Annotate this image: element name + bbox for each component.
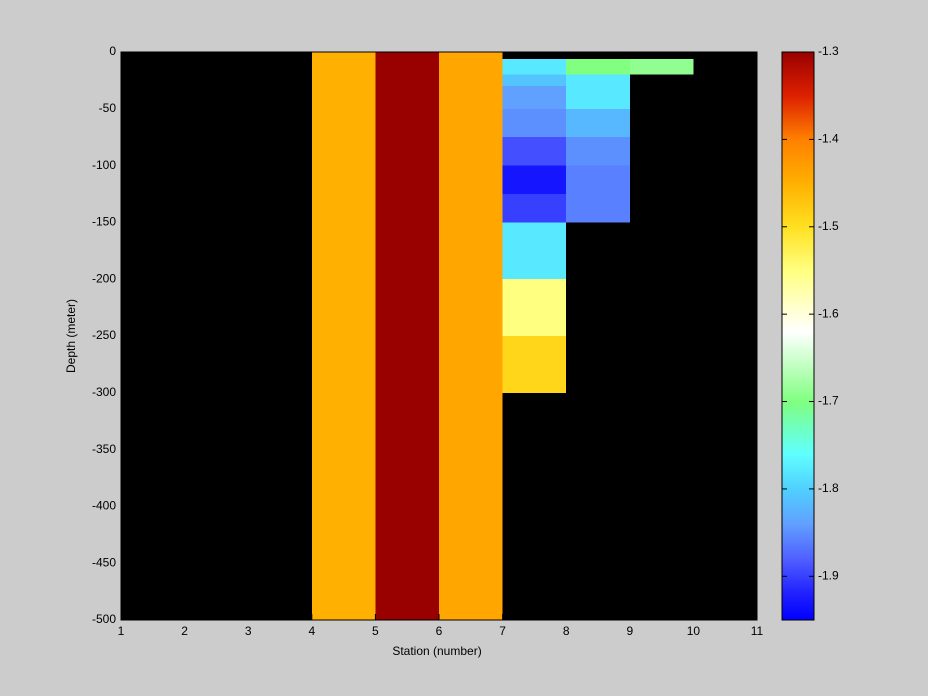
heatmap-cell bbox=[375, 165, 439, 194]
colorbar-tick-label: -1.8 bbox=[818, 481, 839, 495]
heatmap-cell bbox=[439, 108, 503, 138]
x-tick-label: 11 bbox=[751, 624, 764, 638]
y-tick-label: -200 bbox=[92, 271, 116, 285]
heatmap-cell bbox=[566, 86, 630, 109]
y-tick-label: -400 bbox=[92, 499, 116, 513]
heatmap-cell bbox=[439, 279, 503, 336]
y-tick-label: -450 bbox=[92, 555, 116, 569]
x-tick-label: 4 bbox=[308, 624, 315, 638]
heatmap-cell bbox=[439, 392, 503, 620]
heatmap-cell bbox=[375, 279, 439, 336]
heatmap-cell bbox=[375, 222, 439, 280]
heatmap-cell bbox=[502, 58, 567, 75]
heatmap-cell bbox=[502, 108, 567, 138]
heatmap-cell bbox=[502, 336, 567, 393]
heatmap-cell bbox=[566, 194, 630, 223]
heatmap-cell bbox=[375, 108, 439, 138]
heatmap-cell bbox=[629, 58, 694, 75]
heatmap-cell bbox=[439, 222, 503, 280]
heatmap-cell bbox=[375, 137, 439, 166]
x-tick-label: 1 bbox=[118, 624, 125, 638]
y-tick-label: -500 bbox=[92, 612, 116, 626]
heatmap-cell bbox=[311, 52, 376, 59]
heatmap-cell bbox=[375, 74, 439, 87]
y-tick-label: -100 bbox=[92, 158, 116, 172]
heatmap-cell bbox=[311, 137, 376, 166]
x-tick-label: 7 bbox=[499, 624, 506, 638]
x-tick-label: 2 bbox=[181, 624, 188, 638]
heatmap-cell bbox=[439, 194, 503, 223]
colorbar-tick-label: -1.6 bbox=[818, 306, 839, 320]
heatmap-cell bbox=[439, 52, 503, 59]
heatmap-cell bbox=[566, 108, 630, 138]
heatmap-cell bbox=[502, 279, 567, 336]
colorbar-tick-label: -1.7 bbox=[818, 394, 839, 408]
x-tick-label: 3 bbox=[245, 624, 252, 638]
colorbar bbox=[781, 51, 815, 621]
heatmap-cell bbox=[311, 86, 376, 109]
y-tick-label: -250 bbox=[92, 328, 116, 342]
colorbar-tick-label: -1.3 bbox=[818, 44, 839, 58]
heatmap-cell bbox=[502, 74, 567, 87]
heatmap-cell bbox=[375, 86, 439, 109]
heatmap-cell bbox=[375, 392, 439, 620]
heatmap-cell bbox=[566, 137, 630, 166]
heatmap-cell bbox=[566, 165, 630, 194]
x-tick-label: 10 bbox=[687, 624, 701, 638]
colorbar-tick-label: -1.5 bbox=[818, 219, 839, 233]
heatmap-cell bbox=[375, 194, 439, 223]
y-tick-label: -150 bbox=[92, 215, 116, 229]
heatmap-cell bbox=[375, 52, 439, 59]
x-tick-label: 5 bbox=[372, 624, 379, 638]
heatmap-cell bbox=[311, 58, 376, 75]
heatmap-cell bbox=[439, 86, 503, 109]
heatmap-cell bbox=[375, 58, 439, 75]
y-tick-label: 0 bbox=[109, 44, 116, 58]
heatmap-cell bbox=[311, 108, 376, 138]
heatmap-cell bbox=[311, 222, 376, 280]
heatmap-cell bbox=[311, 336, 376, 393]
heatmap-cell bbox=[311, 165, 376, 194]
heatmap-cell bbox=[439, 74, 503, 87]
heatmap-cell bbox=[502, 194, 567, 223]
heatmap-cell bbox=[502, 86, 567, 109]
x-tick-label: 8 bbox=[563, 624, 570, 638]
x-tick-label: 6 bbox=[436, 624, 443, 638]
heatmap-cell bbox=[502, 137, 567, 166]
heatmap-cell bbox=[311, 392, 376, 620]
x-axis-label: Station (number) bbox=[392, 644, 481, 658]
heatmap-cell bbox=[502, 222, 567, 280]
heatmap-cell bbox=[502, 165, 567, 194]
heatmap-cell bbox=[375, 336, 439, 393]
y-tick-label: -50 bbox=[99, 101, 117, 115]
heatmap-cell bbox=[439, 58, 503, 75]
x-tick-label: 9 bbox=[626, 624, 633, 638]
y-tick-label: -300 bbox=[92, 385, 116, 399]
heatmap-cell bbox=[439, 137, 503, 166]
heatmap-cell bbox=[566, 74, 630, 87]
colorbar-tick-label: -1.4 bbox=[818, 132, 839, 146]
heatmap-cell bbox=[566, 58, 630, 75]
heatmap-cell bbox=[311, 194, 376, 223]
y-axis-label: Depth (meter) bbox=[64, 299, 78, 373]
heatmap-cell bbox=[439, 336, 503, 393]
colorbar-tick-label: -1.9 bbox=[818, 568, 839, 582]
heatmap-cell bbox=[439, 165, 503, 194]
y-tick-label: -350 bbox=[92, 442, 116, 456]
heatmap-cell bbox=[311, 279, 376, 336]
heatmap-cell bbox=[311, 74, 376, 87]
